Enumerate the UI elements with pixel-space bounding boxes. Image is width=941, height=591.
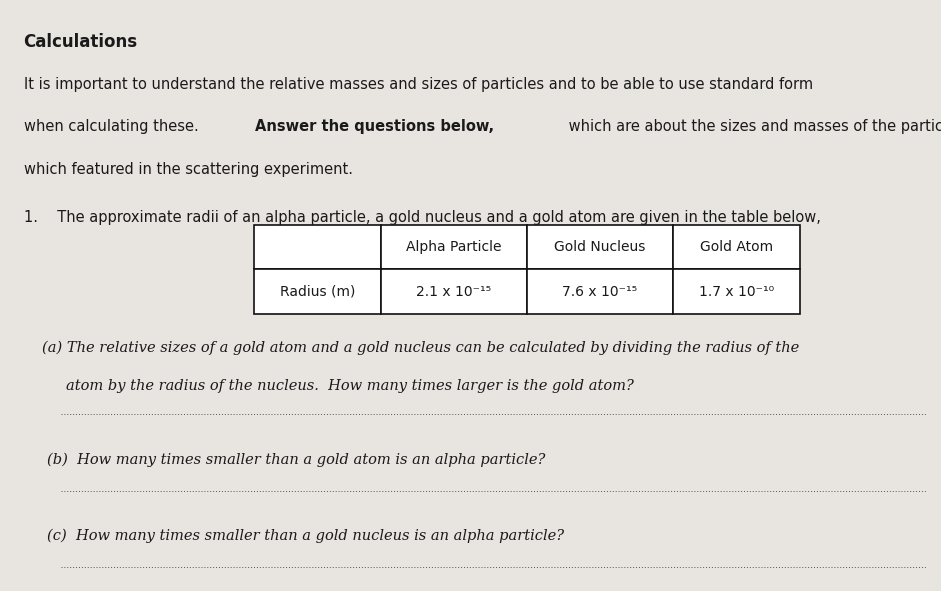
Bar [254, 225, 381, 269]
Text: Answer the questions below,: Answer the questions below, [255, 119, 494, 134]
Bar [254, 269, 381, 314]
Text: atom by the radius of the nucleus.  How many times larger is the gold atom?: atom by the radius of the nucleus. How m… [66, 379, 633, 393]
Text: Radius (m): Radius (m) [279, 285, 356, 298]
Bar [381, 269, 527, 314]
Text: 2.1 x 10⁻¹⁵: 2.1 x 10⁻¹⁵ [417, 285, 491, 298]
Text: which featured in the scattering experiment.: which featured in the scattering experim… [24, 162, 353, 177]
Text: which are about the sizes and masses of the particles: which are about the sizes and masses of … [564, 119, 941, 134]
Text: Gold Atom: Gold Atom [700, 241, 773, 254]
Bar [673, 225, 800, 269]
Text: 1.  The approximate radii of an alpha particle, a gold nucleus and a gold atom a: 1. The approximate radii of an alpha par… [24, 210, 821, 225]
Text: Gold Nucleus: Gold Nucleus [554, 241, 646, 254]
Bar [527, 269, 673, 314]
Text: (c)  How many times smaller than a gold nucleus is an alpha particle?: (c) How many times smaller than a gold n… [47, 528, 565, 543]
Text: when calculating these.: when calculating these. [24, 119, 203, 134]
Bar [381, 225, 527, 269]
Text: 7.6 x 10⁻¹⁵: 7.6 x 10⁻¹⁵ [563, 285, 637, 298]
Text: Alpha Particle: Alpha Particle [407, 241, 502, 254]
Text: (a) The relative sizes of a gold atom and a gold nucleus can be calculated by di: (a) The relative sizes of a gold atom an… [42, 340, 800, 355]
Text: (b)  How many times smaller than a gold atom is an alpha particle?: (b) How many times smaller than a gold a… [47, 453, 546, 467]
Text: 1.7 x 10⁻¹⁰: 1.7 x 10⁻¹⁰ [699, 285, 774, 298]
Bar [673, 269, 800, 314]
Text: It is important to understand the relative masses and sizes of particles and to : It is important to understand the relati… [24, 77, 813, 92]
Bar [527, 225, 673, 269]
Text: Calculations: Calculations [24, 33, 137, 50]
